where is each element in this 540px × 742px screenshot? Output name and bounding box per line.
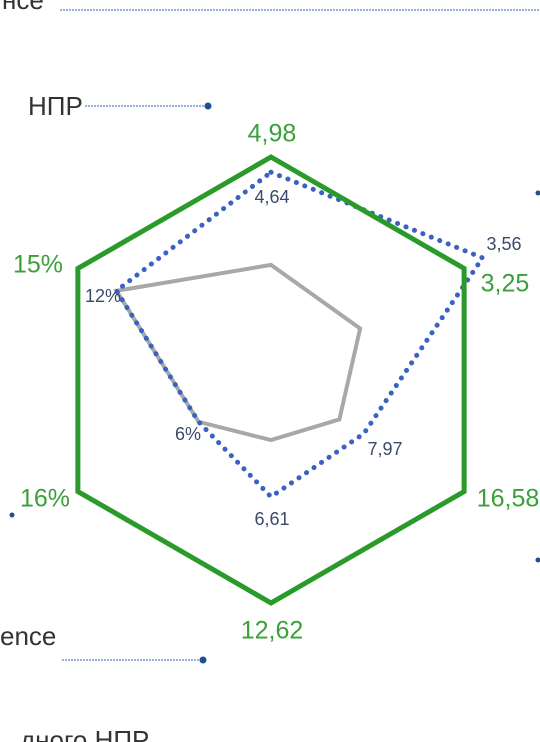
- leader-dot: [204, 102, 212, 110]
- data-label: 3,25: [481, 270, 530, 298]
- leader-dot: [9, 512, 15, 518]
- leader-dot: [199, 656, 207, 664]
- data-label: 12%: [85, 286, 121, 306]
- axis-label: дного НПР: [20, 725, 149, 742]
- data-label: 16,58: [477, 485, 540, 513]
- data-label: 3,56: [486, 234, 521, 254]
- data-label: 6,61: [254, 509, 289, 529]
- axis-label: ence: [0, 621, 56, 651]
- axis-label: нсе: [2, 0, 44, 15]
- leader-dot: [535, 557, 540, 563]
- radar-series: [113, 169, 487, 501]
- radar-series: [75, 154, 467, 606]
- data-label: 4,98: [248, 120, 297, 148]
- radar-series: [113, 262, 363, 443]
- data-label: 6%: [175, 424, 201, 444]
- leader-dot: [535, 190, 540, 196]
- data-label: 16%: [20, 485, 70, 513]
- data-label: 7,97: [367, 439, 402, 459]
- data-label: 15%: [13, 251, 63, 279]
- data-label: 12,62: [241, 617, 304, 645]
- axis-label: НПР: [28, 91, 83, 121]
- data-label: 4,64: [254, 187, 289, 207]
